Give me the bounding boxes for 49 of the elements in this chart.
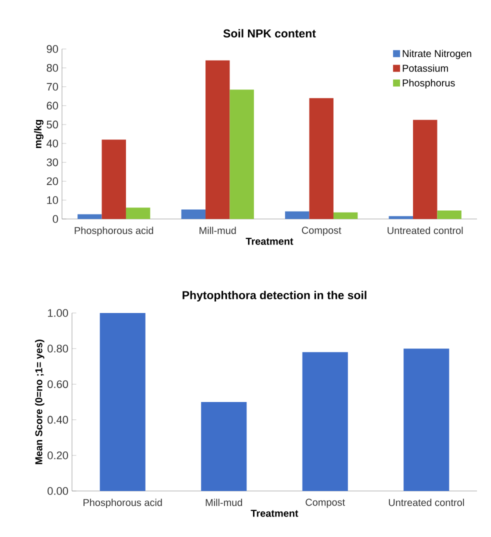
bar [285,211,310,219]
y-tick-label: 10 [47,196,58,204]
y-tick-label: 0.00 [48,487,68,495]
x-tick-label: Phosphorous acid [74,226,154,236]
bar [100,312,146,491]
y-tick-label: 0.60 [48,380,68,388]
x-tick-label: Mill-mud [200,226,236,234]
y-tick-label: 90 [46,45,58,53]
bar [413,120,438,219]
bar [302,352,348,491]
y-tick-label: 0 [52,215,58,223]
y-tick-label: 70 [46,82,58,91]
bar [388,216,414,219]
x-axis-title: Treatment [246,238,294,245]
y-tick-label: 1.00 [48,309,68,317]
y-tick-label: 0.80 [48,344,68,352]
y-tick-label: 0.20 [48,452,68,460]
bar [230,90,254,219]
chart-title: Phytophthora detection in the soil [182,290,366,302]
y-tick-label: 80 [46,64,58,72]
bar [78,214,102,219]
x-tick-label: Mill-mud [206,498,242,506]
x-tick-label: Phosphorous acid [84,498,162,508]
legend-label: Nitrate Nitrogen [402,50,472,60]
y-axis-title: mg/kg [34,120,44,148]
bar [404,348,450,491]
x-axis-title: Treatment [250,510,298,517]
y-tick-label: 60 [46,102,58,110]
y-tick-label: 50 [46,120,58,128]
bar [102,140,126,219]
legend-label: Potassium [402,64,448,72]
bar [309,98,334,219]
x-tick-label: Untreated control [388,498,464,506]
x-tick-label: Untreated control [388,226,463,234]
x-tick-label: Compost [306,498,345,508]
y-axis-title: Mean Score (0=no ;1= yes) [35,340,44,464]
bar [437,210,462,219]
bar [181,210,206,219]
bar [126,208,150,219]
y-tick-label: 40 [46,140,58,148]
chart-title: Soil NPK content [223,29,316,38]
bar [333,212,358,219]
y-tick-label: 0.40 [48,416,68,424]
y-tick-label: 30 [46,158,58,166]
legend-label: Phosphorus [402,79,455,88]
y-tick-label: 20 [46,177,58,186]
bar [201,402,247,491]
x-tick-label: Compost [302,226,342,236]
bar [206,60,230,219]
